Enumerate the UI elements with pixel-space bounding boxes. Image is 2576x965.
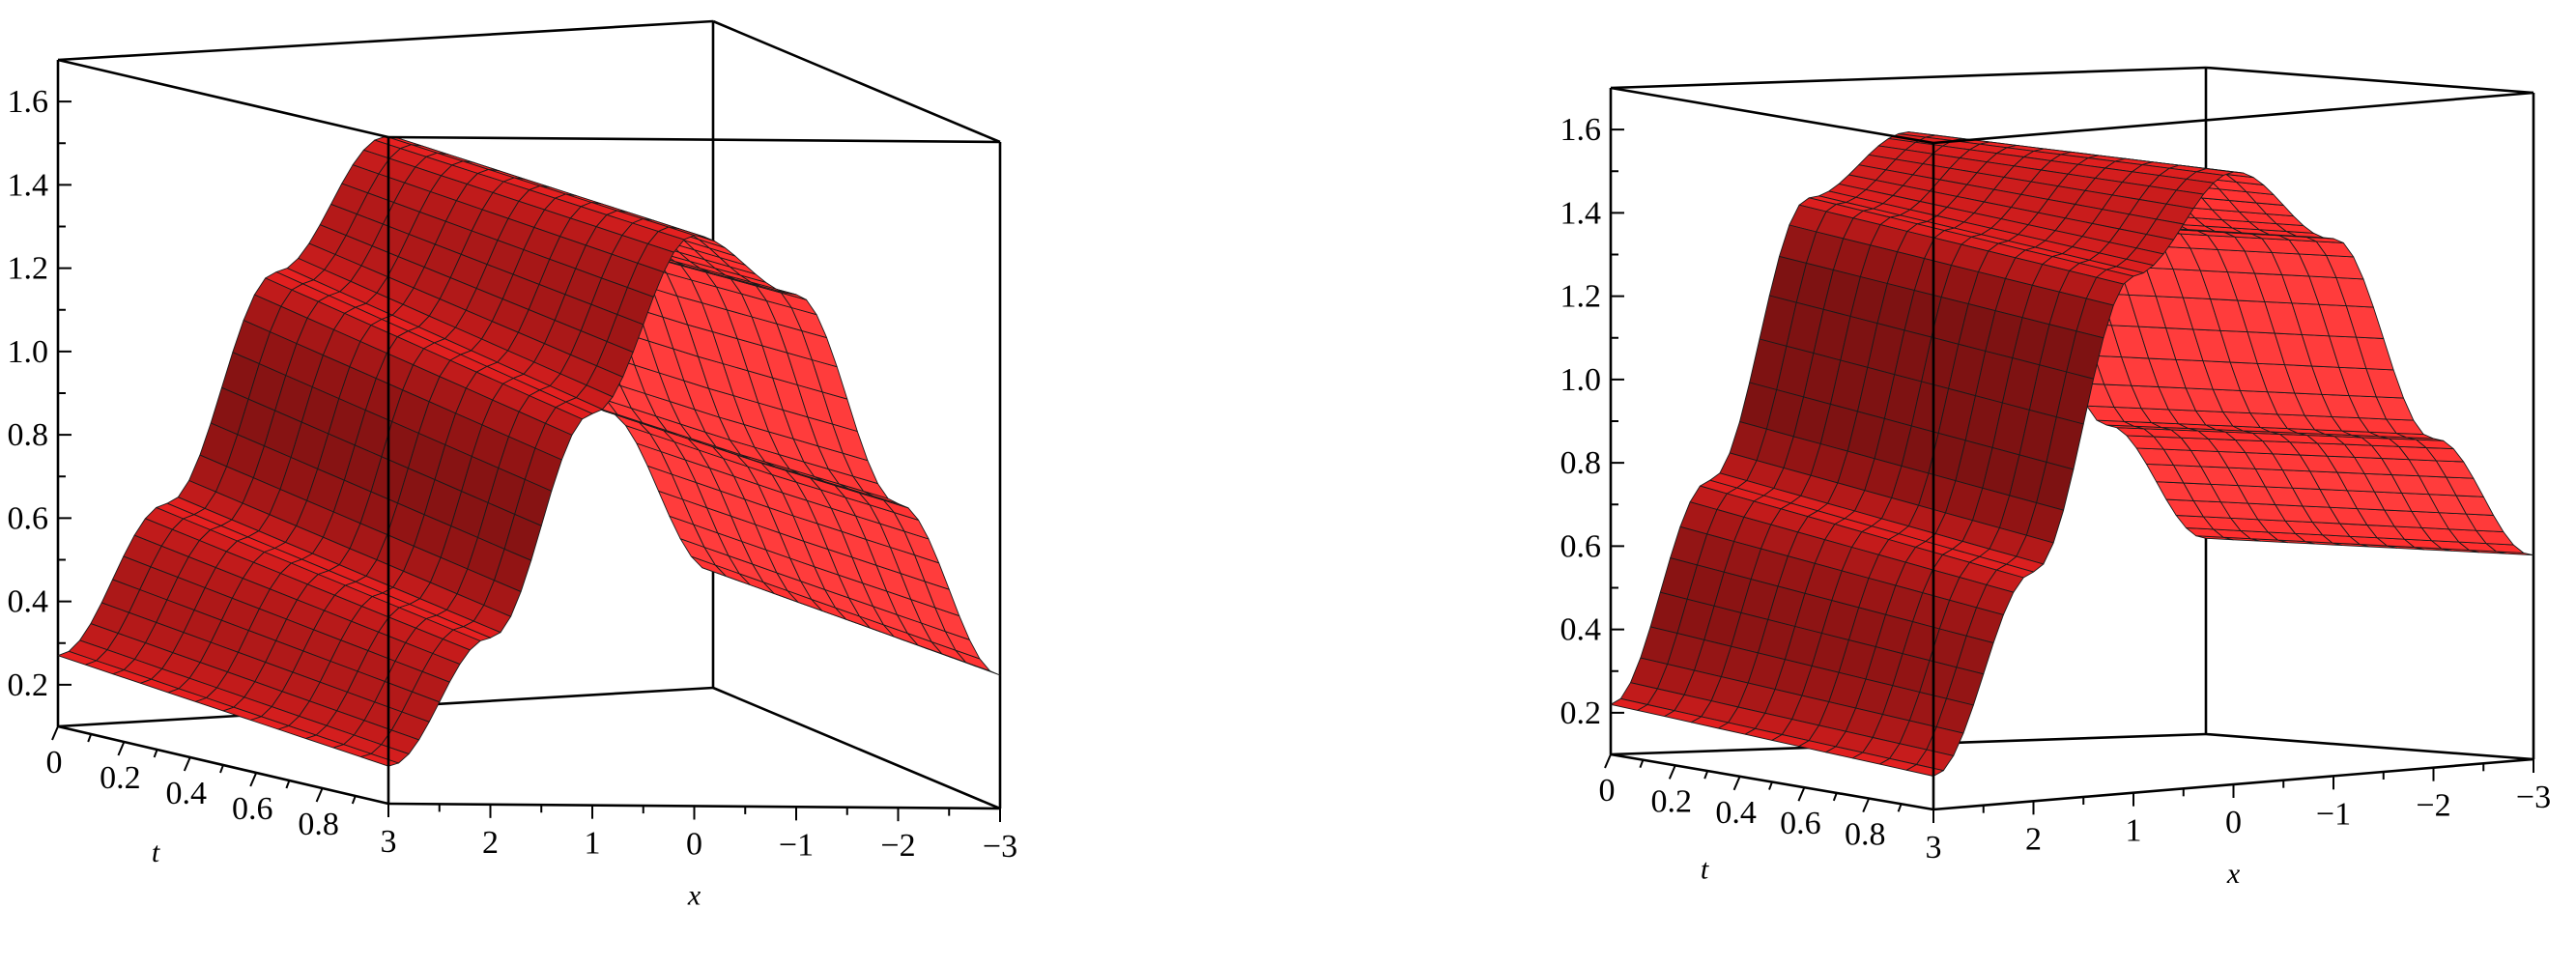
box-edge	[57, 58, 389, 139]
t-tick-label: 0.4	[166, 776, 208, 811]
box-edge	[2205, 66, 2534, 95]
t-tick-mark	[1732, 776, 1741, 791]
z-tick-label: 0.8	[1560, 445, 1602, 481]
t-axis-label: t	[152, 837, 160, 868]
x-tick-label: 1	[2126, 813, 2142, 849]
t-minor-tick	[1703, 770, 1709, 780]
z-tick-label: 0.2	[8, 667, 49, 703]
axis-ticks: 0.2 0.4 0.6 0.8 1.0 1.2 1.4 1.6 0 0.2 0.4 0.6 0.8 3 2 1…	[1560, 112, 2552, 890]
t-minor-tick	[153, 749, 158, 758]
z-tick-label: 0.8	[8, 417, 49, 453]
box-edge	[57, 19, 714, 62]
t-tick-mark	[183, 756, 191, 772]
box-edge	[2205, 732, 2534, 761]
t-tick-mark	[51, 725, 59, 741]
t-tick-label: 0.6	[232, 791, 273, 827]
box-edge	[1932, 91, 2534, 145]
surface-plot-left-canvas: 0.2 0.4 0.6 0.8 1.0 1.2 1.4 1.6 0 0.2 0.4 0.6 0.8 3 2 1…	[8, 19, 1018, 912]
x-tick-label: 2	[482, 825, 499, 861]
z-tick-label: 0.6	[1560, 528, 1602, 564]
box-edge	[1610, 86, 1934, 145]
z-tick-label: 1.0	[8, 334, 49, 370]
t-tick-label: 0.2	[100, 760, 141, 796]
t-tick-mark	[1668, 765, 1676, 780]
t-minor-tick	[1897, 803, 1903, 812]
t-axis-label: t	[1701, 854, 1709, 886]
box-edge	[712, 19, 1001, 144]
x-tick-label: −1	[779, 827, 814, 863]
t-tick-label: 0	[1599, 773, 1616, 809]
t-tick-mark	[1862, 798, 1871, 812]
surface-mesh	[1610, 131, 2534, 777]
t-tick-label: 0.8	[298, 807, 339, 842]
x-tick-label: −1	[2316, 796, 2351, 832]
x-tick-label: −3	[2516, 780, 2551, 815]
x-tick-label: −3	[983, 829, 1017, 865]
box-edge	[712, 686, 1001, 810]
t-tick-label: 0.4	[1715, 795, 1757, 831]
surface-plot-right: 0.2 0.4 0.6 0.8 1.0 1.2 1.4 1.6 0 0.2 0.4 0.6 0.8 3 2 1…	[1288, 0, 2576, 965]
x-tick-label: 0	[2225, 805, 2242, 840]
t-tick-label: 0	[46, 745, 63, 781]
t-tick-mark	[1797, 786, 1806, 802]
z-tick-label: 1.4	[8, 167, 49, 203]
axis-ticks: 0.2 0.4 0.6 0.8 1.0 1.2 1.4 1.6 0 0.2 0.4 0.6 0.8 3 2 1…	[8, 84, 1018, 911]
surface-plot-left: 0.2 0.4 0.6 0.8 1.0 1.2 1.4 1.6 0 0.2 0.4 0.6 0.8 3 2 1…	[8, 19, 1018, 912]
x-tick-label: 0	[686, 827, 702, 863]
z-tick-label: 0.2	[1560, 695, 1602, 731]
t-tick-label: 0.2	[1651, 783, 1693, 819]
t-tick-mark	[249, 772, 258, 787]
t-minor-tick	[1768, 781, 1773, 790]
z-tick-label: 1.0	[1560, 362, 1602, 398]
z-tick-label: 1.2	[1560, 279, 1602, 315]
t-minor-tick	[1639, 759, 1645, 769]
z-tick-label: 1.6	[8, 84, 49, 120]
z-tick-label: 0.4	[1560, 612, 1602, 648]
t-minor-tick	[219, 764, 224, 774]
z-tick-label: 1.6	[1560, 112, 1602, 148]
t-tick-label: 0.8	[1845, 817, 1886, 853]
x-tick-label: 3	[1926, 830, 1942, 866]
t-tick-mark	[1604, 753, 1612, 769]
box-edge	[387, 135, 1001, 144]
t-minor-tick	[285, 780, 291, 789]
t-minor-tick	[351, 795, 357, 805]
surface-mesh	[57, 135, 1001, 767]
x-axis-label: x	[2226, 858, 2241, 890]
box-edge	[1610, 66, 2207, 90]
t-minor-tick	[87, 733, 93, 743]
z-tick-label: 0.6	[8, 500, 49, 536]
z-tick-label: 0.4	[8, 584, 49, 620]
x-tick-label: 3	[381, 824, 397, 860]
t-tick-mark	[117, 741, 126, 756]
x-tick-label: −2	[880, 828, 915, 864]
surface-plot-right-canvas: 0.2 0.4 0.6 0.8 1.0 1.2 1.4 1.6 0 0.2 0.4 0.6 0.8 3 2 1…	[1560, 66, 2552, 890]
x-tick-label: 1	[585, 826, 601, 862]
t-tick-label: 0.6	[1780, 806, 1821, 841]
x-axis-label: x	[687, 880, 701, 912]
z-tick-label: 1.2	[8, 251, 49, 287]
t-tick-mark	[315, 787, 324, 803]
z-tick-label: 1.4	[1560, 195, 1602, 231]
t-minor-tick	[1832, 792, 1838, 802]
x-tick-label: −2	[2416, 788, 2450, 824]
x-tick-label: 2	[2025, 821, 2042, 857]
